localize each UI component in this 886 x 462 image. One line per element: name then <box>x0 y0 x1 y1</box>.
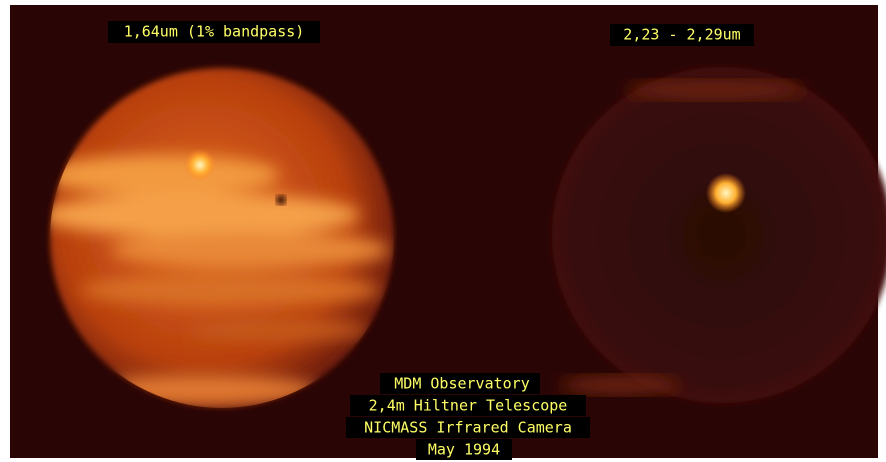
label-box <box>346 417 590 438</box>
credit-line: MDM Observatory <box>394 375 529 393</box>
label-box <box>380 373 540 394</box>
filter-label: 1,64um (1% bandpass) <box>124 23 305 41</box>
label-box <box>416 439 512 460</box>
label-box <box>610 24 754 46</box>
credit-line: NICMASS Irfrared Camera <box>364 419 572 437</box>
planet-right <box>552 67 886 403</box>
filter-label: 2,23 - 2,29um <box>623 26 740 44</box>
label-box <box>108 21 320 43</box>
credit-line: 2,4m Hiltner Telescope <box>369 397 568 415</box>
label-box <box>350 395 586 416</box>
credit-line: May 1994 <box>428 441 500 459</box>
